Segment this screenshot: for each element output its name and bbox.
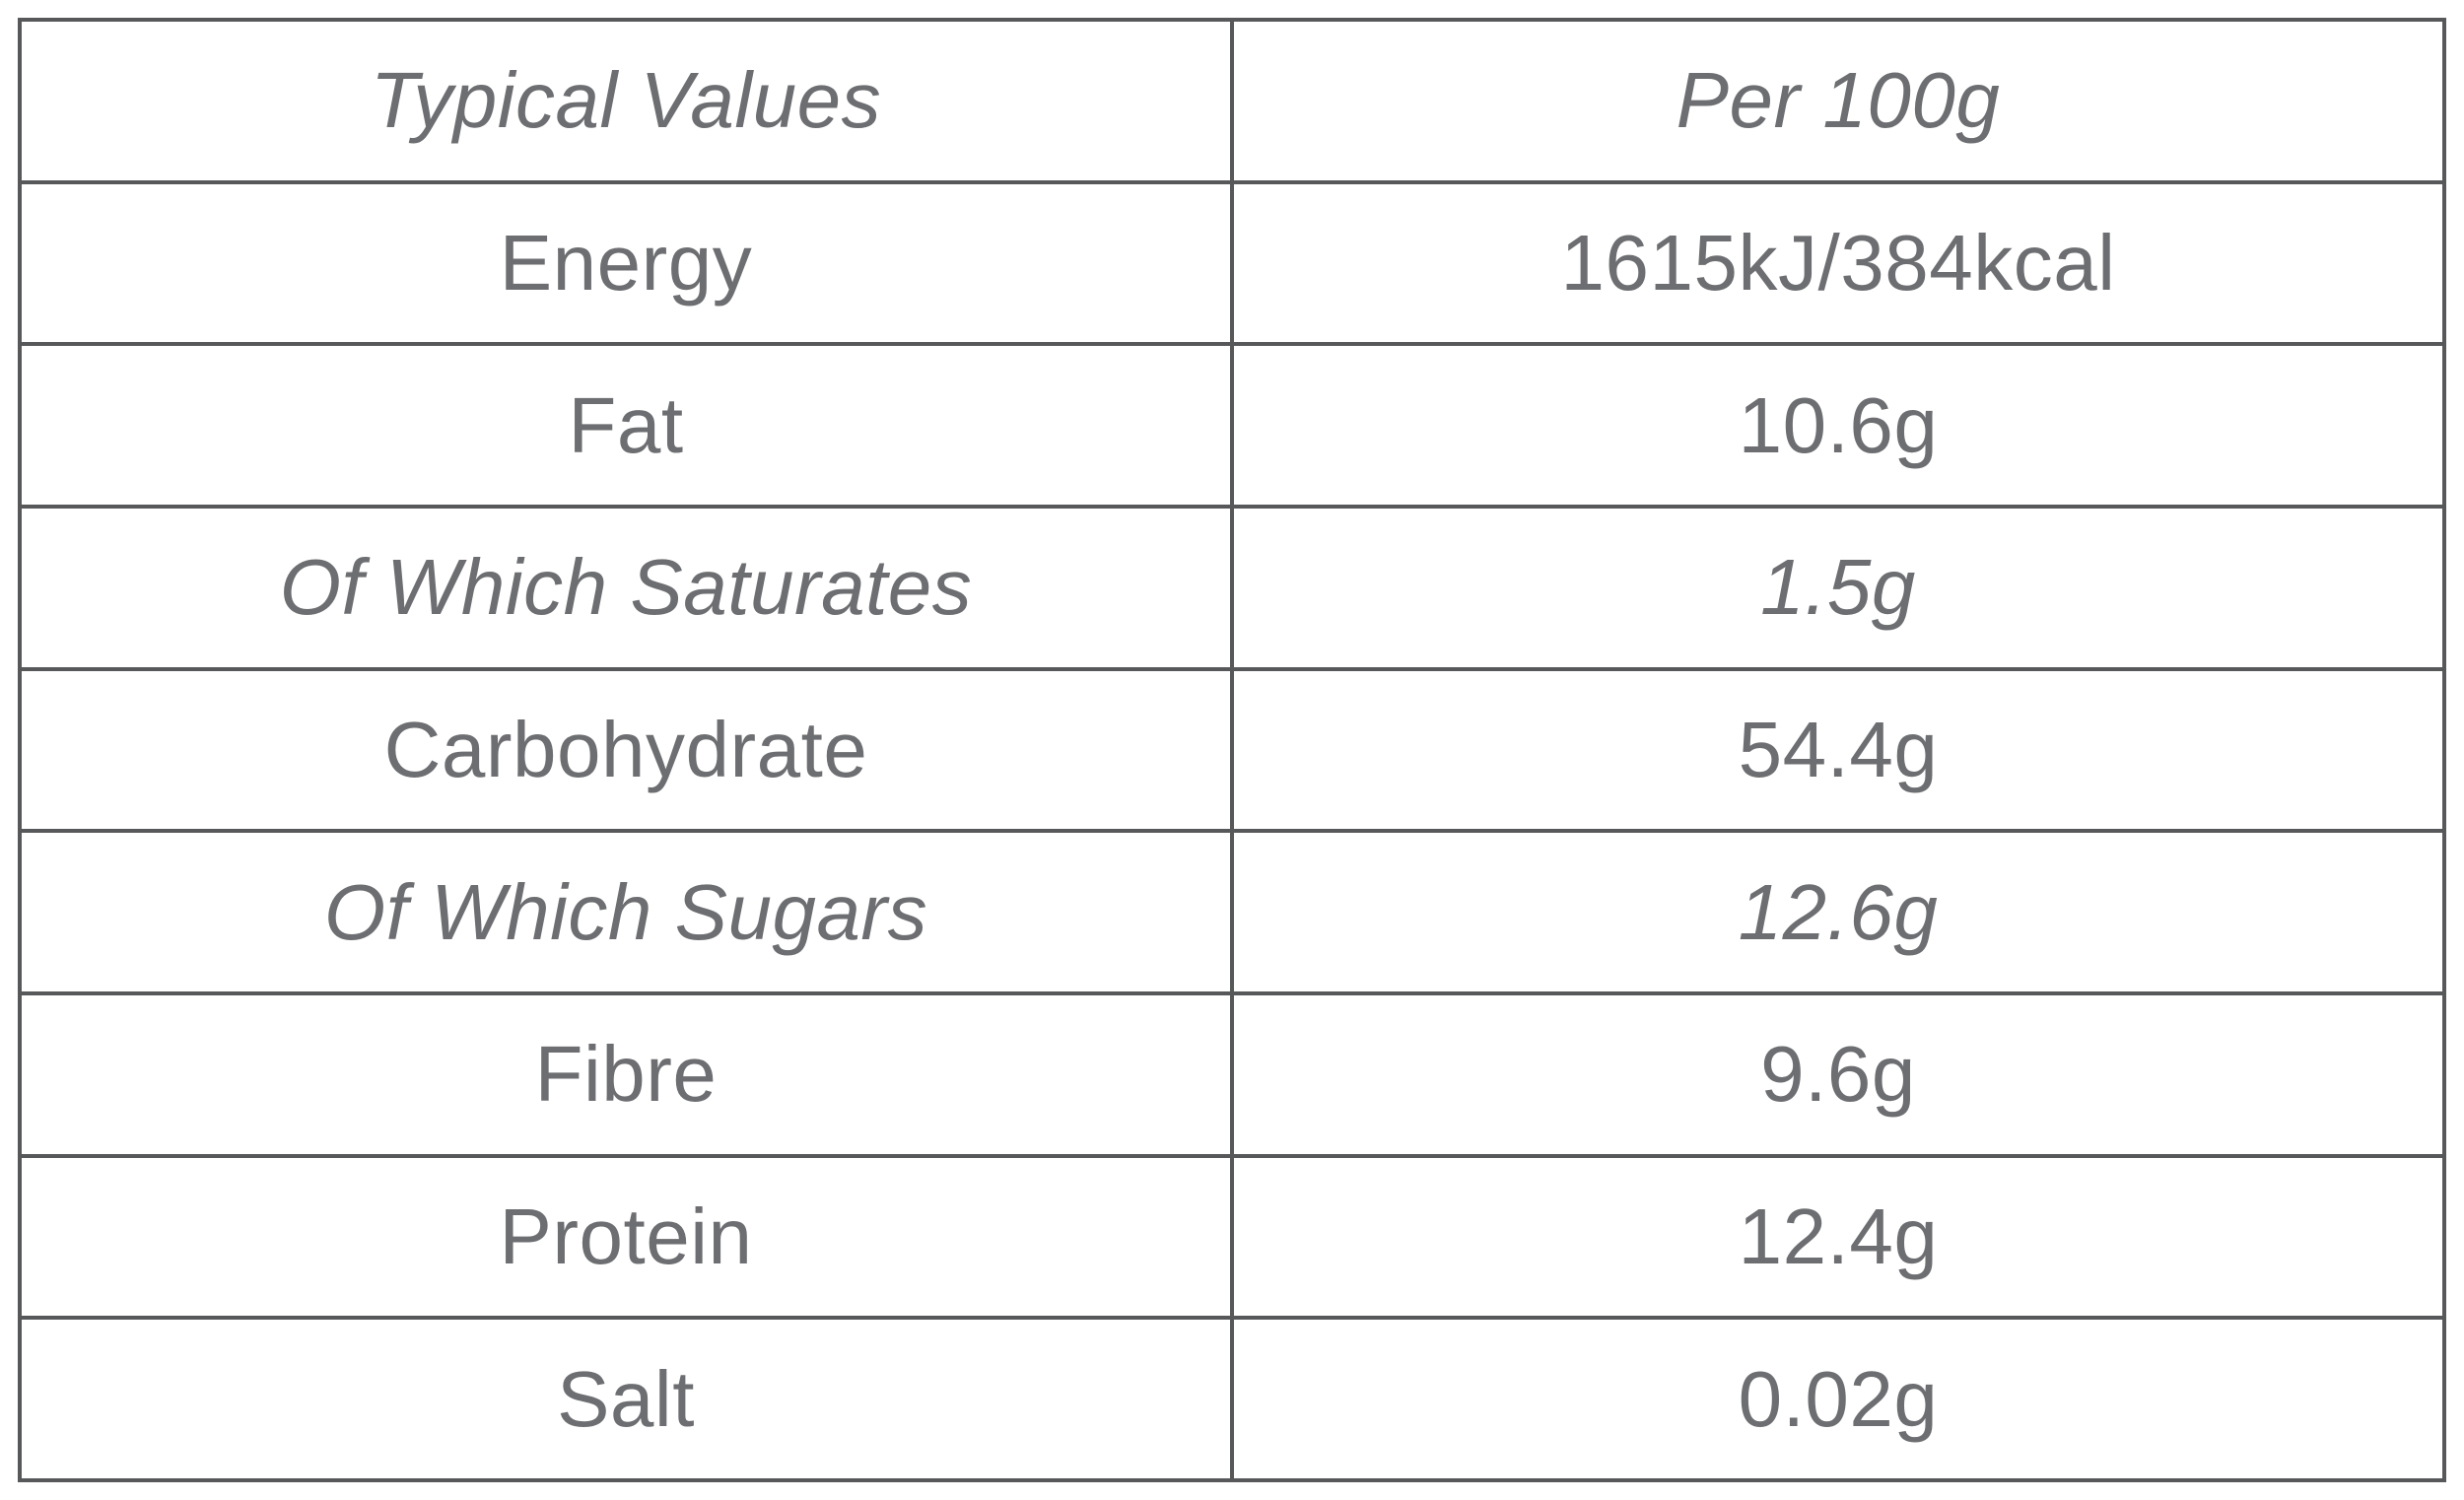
row-fibre-label: Fibre	[18, 990, 1234, 1158]
table-row: Protein 12.4g	[18, 1153, 2446, 1321]
table-row: Fibre 9.6g	[18, 990, 2446, 1158]
row-sugars-value: 12.6g	[1230, 829, 2446, 995]
table-row: Of Which Saturates 1.5g	[18, 504, 2446, 671]
table-row: Energy 1615kJ/384kcal	[18, 179, 2446, 347]
table-row: Carbohydrate 54.4g	[18, 666, 2446, 834]
row-carbohydrate-label: Carbohydrate	[18, 666, 1234, 834]
table-row: Of Which Sugars 12.6g	[18, 829, 2446, 995]
row-fibre-value: 9.6g	[1230, 990, 2446, 1158]
row-salt-label: Salt	[18, 1316, 1234, 1482]
row-salt-value: 0.02g	[1230, 1316, 2446, 1482]
row-sugars-label: Of Which Sugars	[18, 829, 1234, 995]
row-protein-value: 12.4g	[1230, 1153, 2446, 1321]
header-typical-values: Typical Values	[18, 18, 1234, 184]
table-header-row: Typical Values Per 100g	[18, 18, 2446, 184]
row-fat-label: Fat	[18, 342, 1234, 509]
header-per-100g: Per 100g	[1230, 18, 2446, 184]
row-saturates-label: Of Which Saturates	[18, 504, 1234, 671]
row-energy-value: 1615kJ/384kcal	[1230, 179, 2446, 347]
table-row: Salt 0.02g	[18, 1316, 2446, 1482]
row-saturates-value: 1.5g	[1230, 504, 2446, 671]
row-energy-label: Energy	[18, 179, 1234, 347]
row-protein-label: Protein	[18, 1153, 1234, 1321]
row-carbohydrate-value: 54.4g	[1230, 666, 2446, 834]
table-row: Fat 10.6g	[18, 342, 2446, 509]
nutrition-table: Typical Values Per 100g Energy 1615kJ/38…	[18, 18, 2446, 1482]
row-fat-value: 10.6g	[1230, 342, 2446, 509]
